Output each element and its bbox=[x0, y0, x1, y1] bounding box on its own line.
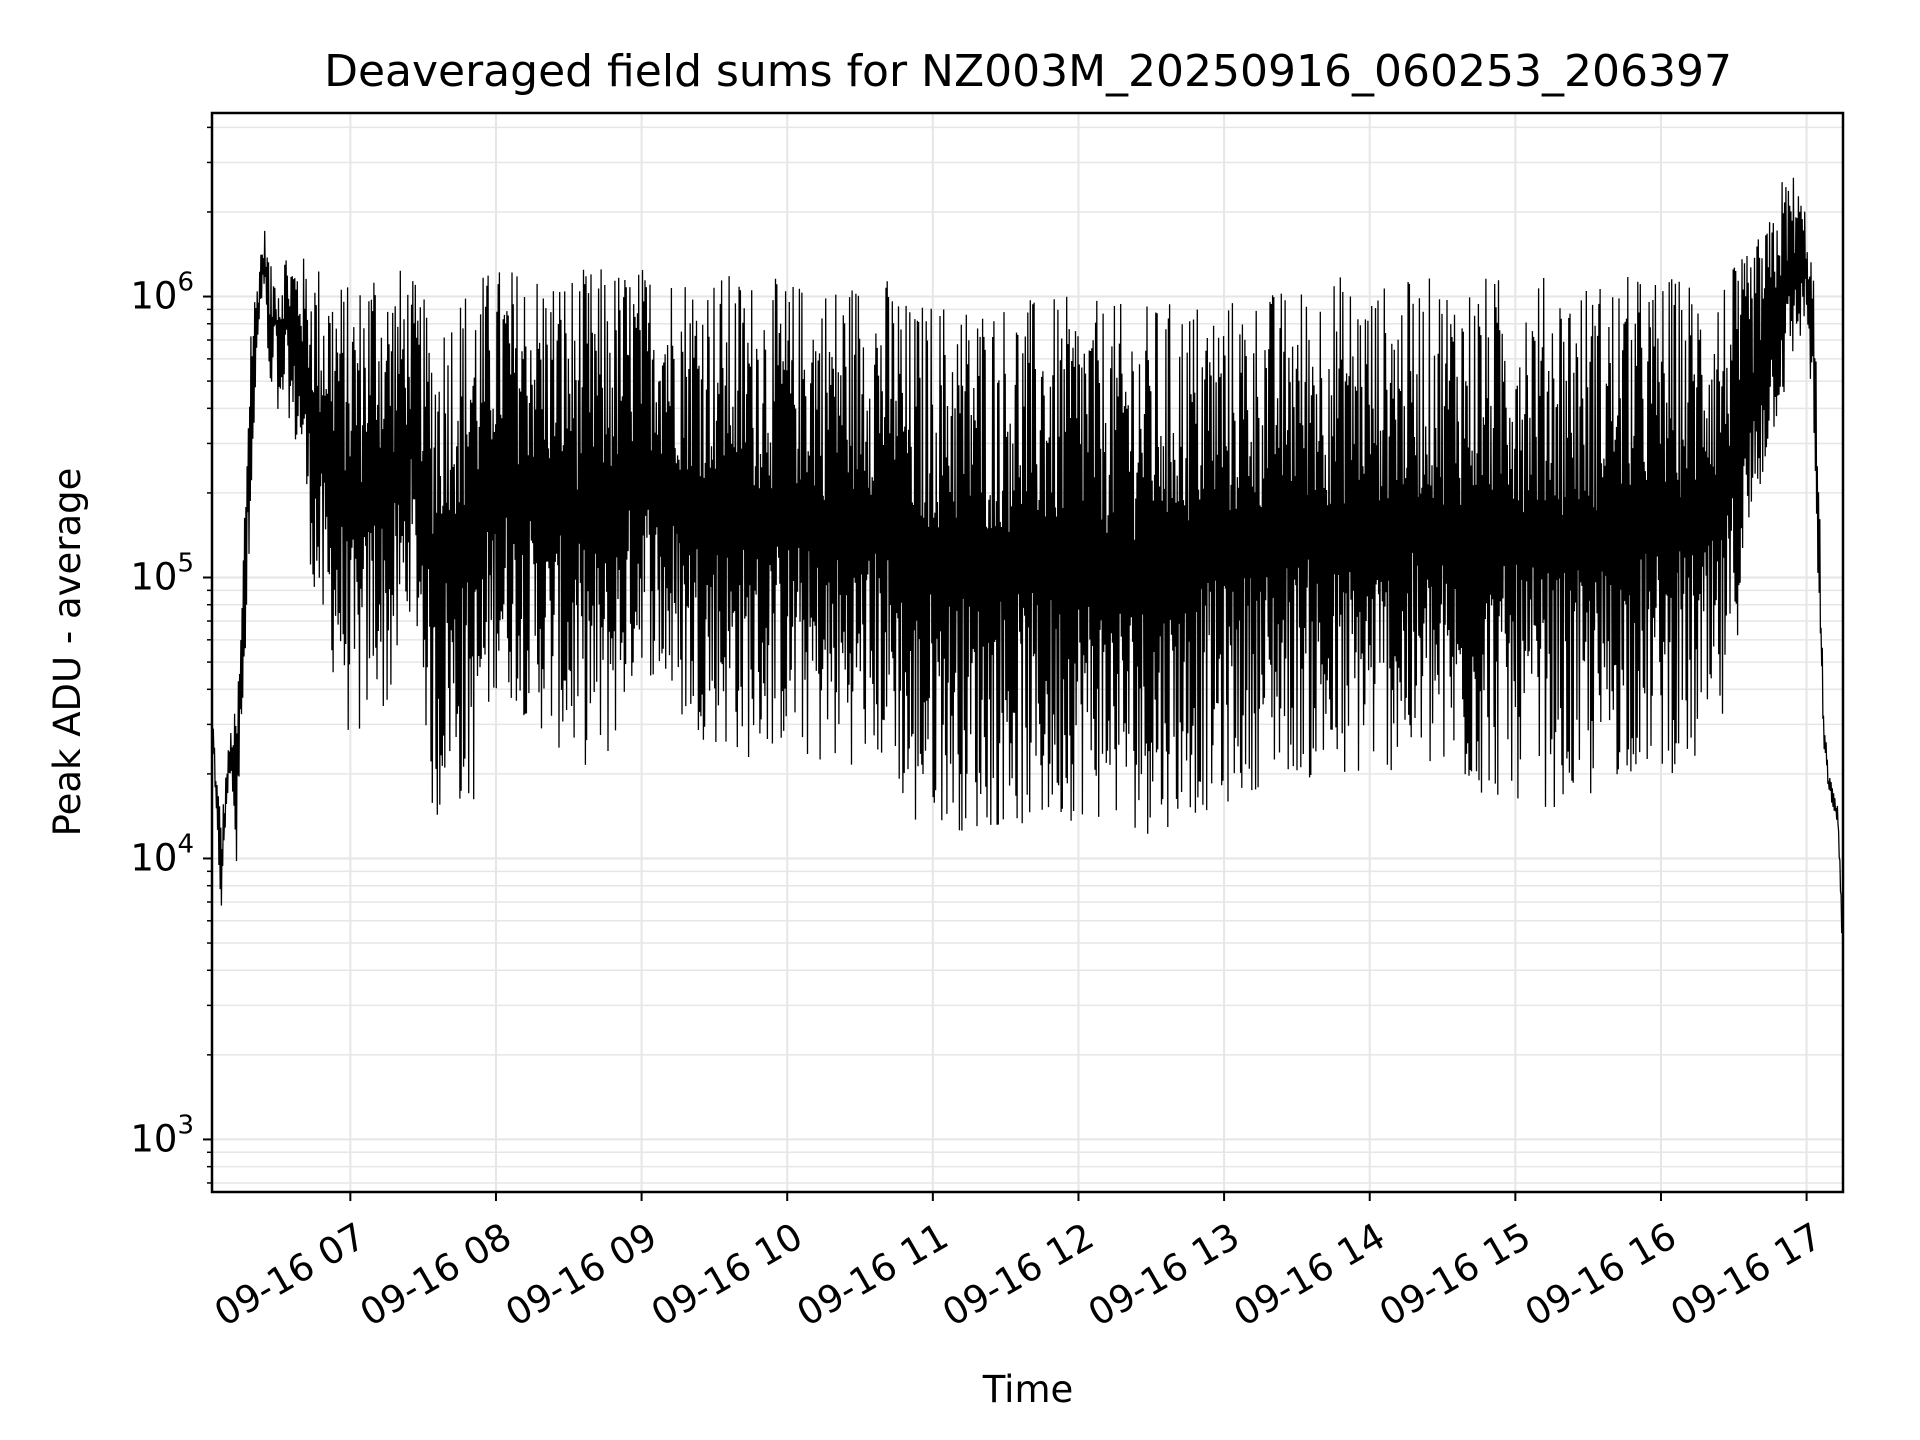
x-tick-label: 09-16 16 bbox=[1518, 1215, 1684, 1335]
series-line bbox=[211, 177, 1844, 956]
y-tick-exponent: 4 bbox=[177, 829, 194, 859]
y-tick-base: 10 bbox=[130, 555, 177, 598]
x-tick-label: 09-16 13 bbox=[1081, 1215, 1247, 1335]
x-tick-label: 09-16 08 bbox=[353, 1215, 519, 1335]
y-tick-base: 10 bbox=[130, 1117, 177, 1160]
x-tick-label: 09-16 11 bbox=[790, 1215, 956, 1335]
y-tick-label: 104 bbox=[130, 829, 194, 879]
x-tick-label: 09-16 09 bbox=[499, 1215, 665, 1335]
axis-ticks bbox=[203, 126, 1808, 1201]
x-tick-label: 09-16 17 bbox=[1664, 1215, 1830, 1335]
plot-area-frame bbox=[210, 111, 1845, 1194]
y-axis-label: Peak ADU - average bbox=[46, 468, 89, 837]
y-tick-exponent: 5 bbox=[177, 548, 194, 578]
y-tick-label: 105 bbox=[130, 548, 194, 598]
y-tick-label: 106 bbox=[130, 268, 194, 318]
x-axis-label: Time bbox=[982, 1368, 1074, 1411]
y-tick-label: 103 bbox=[130, 1110, 194, 1160]
x-tick-label: 09-16 10 bbox=[644, 1215, 810, 1335]
y-tick-exponent: 6 bbox=[177, 268, 194, 298]
series-layer bbox=[211, 177, 1844, 956]
y-tick-base: 10 bbox=[130, 836, 177, 879]
x-tick-label: 09-16 14 bbox=[1227, 1215, 1393, 1335]
chart-title: Deaveraged field sums for NZ003M_2025091… bbox=[324, 46, 1732, 97]
x-tick-label: 09-16 15 bbox=[1372, 1215, 1538, 1335]
y-tick-base: 10 bbox=[130, 275, 177, 318]
x-tick-label: 09-16 12 bbox=[935, 1215, 1101, 1335]
y-tick-exponent: 3 bbox=[177, 1110, 194, 1140]
x-tick-label: 09-16 07 bbox=[207, 1215, 373, 1335]
